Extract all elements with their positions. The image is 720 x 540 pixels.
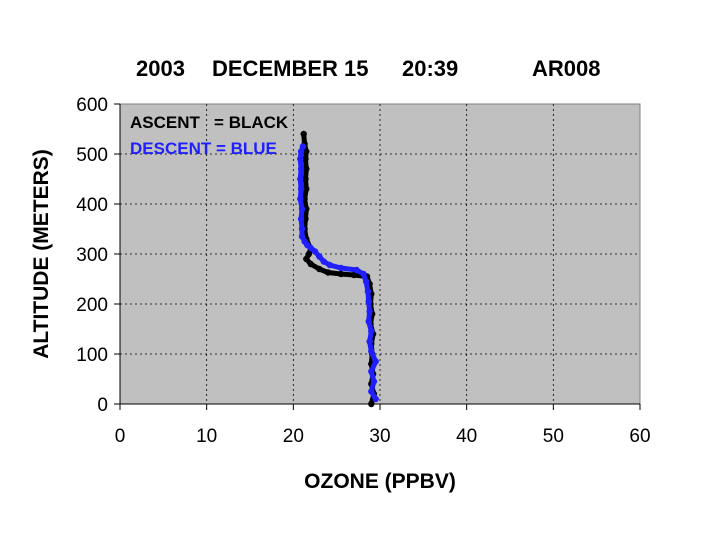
data-point [303, 255, 310, 263]
data-point [297, 195, 304, 203]
data-point [370, 378, 378, 385]
x-tick-label: 40 [456, 426, 477, 447]
x-tick-label: 30 [369, 426, 390, 447]
data-point [320, 258, 327, 265]
data-point [372, 395, 379, 403]
x-tick-label: 20 [283, 426, 304, 447]
series-line [297, 144, 379, 402]
data-point [297, 185, 305, 193]
y-tick-label: 500 [76, 145, 108, 166]
data-point [353, 266, 360, 274]
data-point [365, 318, 372, 325]
data-point [368, 368, 375, 375]
y-tick-label: 400 [76, 195, 108, 216]
y-tick-label: 600 [76, 95, 108, 116]
y-axis-title: ALTITUDE (METERS) [30, 149, 53, 359]
x-tick-label: 10 [196, 426, 217, 447]
grid-lines [120, 104, 640, 404]
data-point [297, 155, 304, 163]
data-point [305, 250, 313, 258]
chart-title-time: 20:39 [402, 56, 458, 81]
data-point [368, 328, 375, 335]
data-point [365, 298, 372, 305]
data-point [360, 270, 367, 278]
data-point [364, 288, 372, 295]
data-point [316, 265, 323, 273]
y-axis-ticks: 0 100 200 300 400 500 600 [76, 95, 120, 416]
chart-title-date: DECEMBER 15 [212, 56, 368, 81]
y-tick-label: 200 [76, 295, 108, 316]
data-point [368, 388, 375, 395]
legend-entry-descent: DESCENT = BLUE [130, 139, 277, 158]
data-point [297, 215, 305, 223]
data-point [362, 278, 370, 285]
x-tick-label: 0 [115, 426, 126, 447]
data-point [300, 130, 307, 138]
data-point [368, 348, 375, 355]
data-point [366, 338, 373, 345]
y-tick-label: 100 [76, 345, 108, 366]
descent-series [297, 143, 379, 403]
data-point [316, 253, 323, 260]
data-point [311, 248, 319, 255]
data-point [297, 165, 305, 173]
data-point [372, 358, 379, 365]
legend-entry-ascent: ASCENT = BLACK [130, 113, 289, 132]
data-point [301, 238, 308, 245]
data-point [298, 225, 306, 233]
data-point [297, 148, 305, 155]
data-point [297, 175, 304, 183]
x-axis-title: OZONE (PPBV) [304, 470, 456, 493]
data-point [326, 261, 333, 269]
x-tick-label: 60 [629, 426, 650, 447]
data-series [297, 130, 379, 408]
data-point [299, 143, 307, 150]
y-tick-label: 0 [97, 395, 108, 416]
data-point [298, 233, 306, 240]
data-point [302, 215, 309, 223]
data-point [307, 260, 314, 268]
data-point [303, 148, 310, 155]
x-tick-label: 50 [543, 426, 564, 447]
y-tick-label: 300 [76, 245, 108, 266]
data-point [337, 270, 345, 278]
data-point [302, 175, 309, 183]
data-point [366, 308, 373, 315]
x-axis-ticks: 0 10 20 30 40 50 60 [115, 404, 651, 447]
data-point [350, 271, 358, 279]
data-point [303, 185, 310, 193]
data-point [298, 205, 306, 213]
chart-title-id: AR008 [532, 56, 600, 81]
data-point [324, 269, 332, 276]
chart-title-year: 2003 [136, 56, 185, 81]
data-point [302, 155, 309, 163]
data-point [337, 264, 345, 272]
data-point [303, 165, 310, 173]
